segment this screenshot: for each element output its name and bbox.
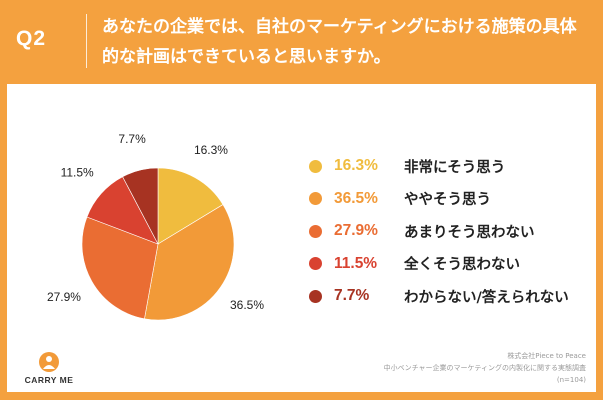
source-note: 株式会社Piece to Peace 中小ベンチャー企業のマーケティングの内製化… (384, 350, 586, 386)
legend-item: 16.3% 非常にそう思う (309, 154, 589, 178)
logo-text: CARRY ME (24, 375, 74, 385)
source-line: (n=104) (556, 376, 586, 384)
legend-swatch (309, 224, 322, 238)
legend-label: わからない/答えられない (404, 289, 569, 306)
legend-label: あまりそう思わない (404, 224, 535, 241)
question-number: Q2 (16, 27, 47, 50)
legend-swatch (309, 257, 322, 270)
legend-percent: 16.3% (334, 157, 378, 174)
legend-label: 非常にそう思う (404, 159, 506, 176)
question-text: あなたの企業では、自社のマーケティングにおける施策の具体的な計画はできていると思… (102, 17, 577, 67)
pie-slice (122, 167, 159, 245)
legend-item: 11.5% 全くそう思わない (309, 252, 589, 276)
legend-percent: 7.7% (334, 287, 370, 304)
legend-label: ややそう思う (404, 192, 491, 208)
legend-swatch (309, 289, 322, 303)
source-line: 中小ベンチャー企業のマーケティングの内製化に関する実態調査 (383, 364, 586, 372)
legend-item: 36.5% ややそう思う (309, 187, 589, 211)
pie-slice (81, 216, 159, 320)
legend-percent: 36.5% (334, 189, 378, 207)
source-line: 株式会社Piece to Peace (507, 352, 586, 360)
legend-percent: 27.9% (334, 222, 378, 239)
legend-swatch (309, 192, 322, 205)
pie-slice (157, 167, 224, 245)
pie-data-label: 16.3% (194, 143, 228, 157)
legend-swatch (309, 159, 322, 173)
header-divider (86, 14, 87, 68)
pie-data-label: 7.7% (118, 132, 146, 146)
logo-mark-icon (39, 352, 59, 372)
pie-slice (144, 204, 235, 321)
legend-percent: 11.5% (334, 254, 378, 272)
chart-panel: 16.3% 36.5% 27.9% 11.5% 7.7% 16.3% 非常にそう思う 36.… (7, 84, 596, 392)
pie-data-label: 36.5% (230, 298, 264, 312)
pie-data-label: 27.9% (47, 290, 81, 304)
pie-chart: 16.3% 36.5% 27.9% 11.5% 7.7% (47, 132, 264, 321)
question-header: Q2 あなたの企業では、自社のマーケティングにおける施策の具体的な計画はできてい… (0, 0, 603, 82)
legend-item: 7.7% わからない/答えられない (309, 284, 589, 308)
pie-data-label: 11.5% (61, 165, 94, 179)
carry-me-logo: CARRY ME (19, 350, 79, 390)
legend-item: 27.9% あまりそう思わない (309, 219, 589, 243)
legend-label: 全くそう思わない (404, 257, 520, 273)
legend: 16.3% 非常にそう思う 36.5% ややそう思う 27.9% あまりそう思わない 11.… (309, 154, 589, 317)
